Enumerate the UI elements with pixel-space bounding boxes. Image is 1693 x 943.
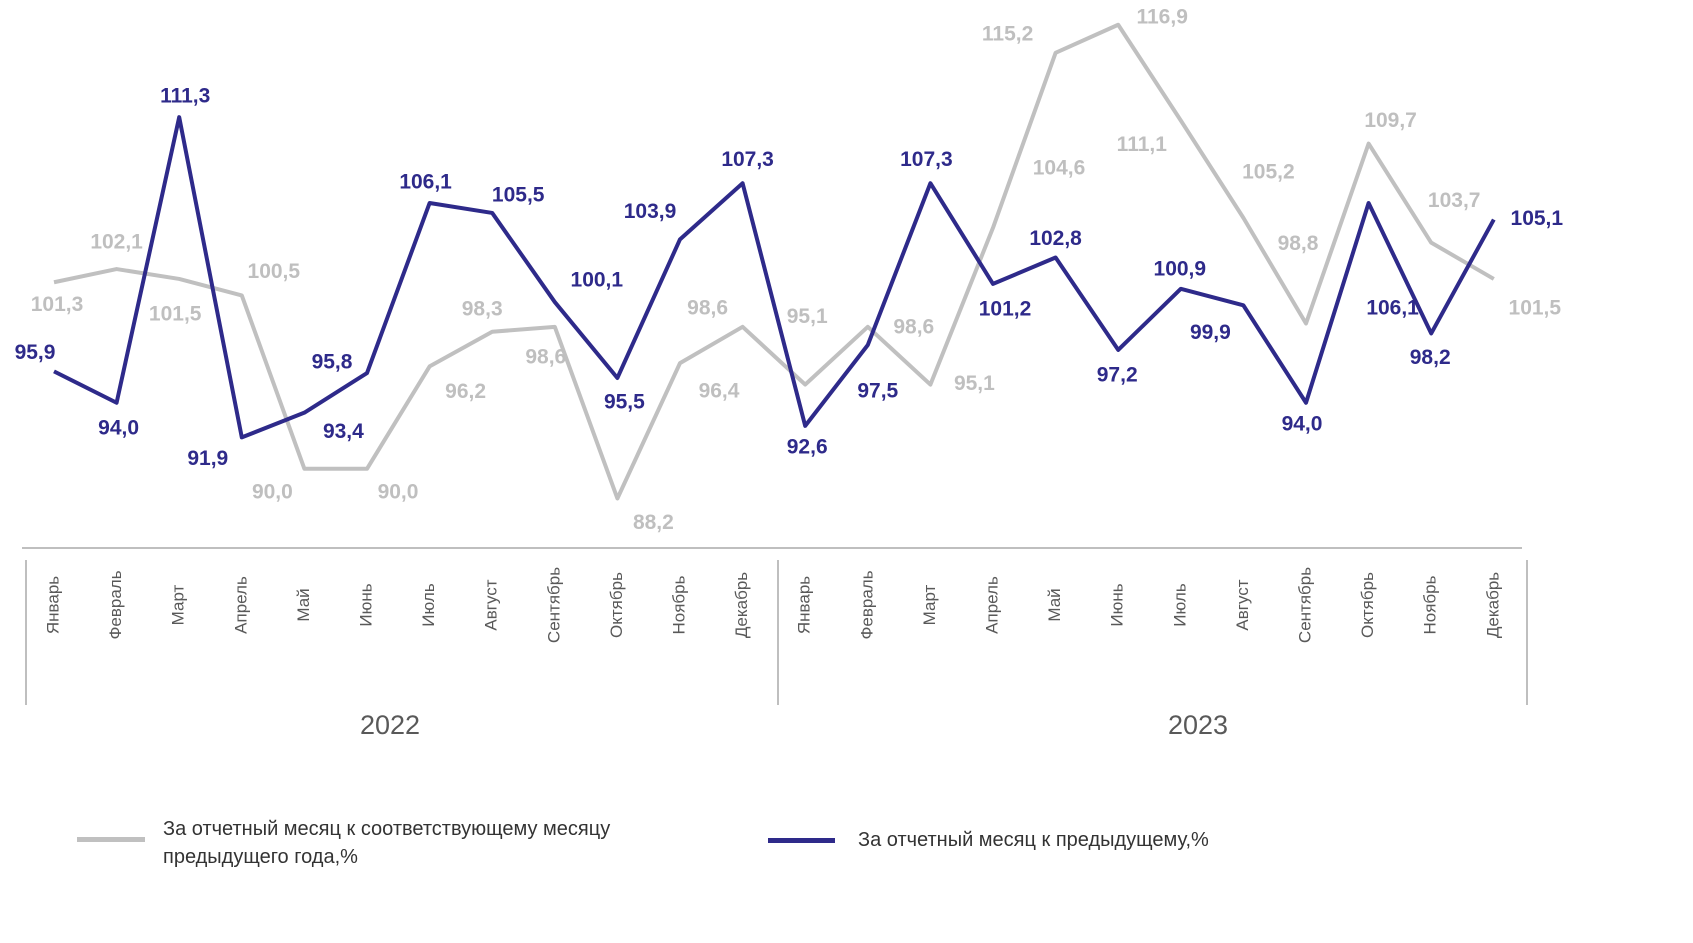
series-line — [53, 22, 1495, 501]
x-tick-label: Октябрь — [1358, 572, 1377, 638]
data-label: 100,5 — [248, 260, 301, 283]
x-tick-label: Август — [482, 579, 501, 630]
data-label: 111,1 — [1117, 133, 1168, 156]
data-label: 99,9 — [1190, 321, 1231, 344]
data-label: 94,0 — [1282, 412, 1323, 435]
data-label: 96,4 — [699, 380, 740, 403]
data-label: 102,1 — [90, 231, 143, 254]
data-label: 115,2 — [982, 22, 1033, 45]
data-label: 90,0 — [252, 480, 293, 503]
data-label: 98,6 — [687, 296, 728, 319]
data-label: 88,2 — [633, 511, 674, 534]
x-tick-label: Апрель — [982, 576, 1001, 634]
x-tick-label: Май — [294, 588, 313, 621]
x-tick-label: Июль — [1170, 583, 1189, 627]
x-tick-label: Декабрь — [732, 572, 751, 638]
x-tick-label: Июль — [419, 583, 438, 627]
data-label: 98,6 — [525, 345, 566, 368]
data-label: 107,3 — [900, 148, 953, 171]
data-label: 102,8 — [1029, 227, 1082, 250]
x-tick-label: Сентябрь — [1295, 567, 1314, 643]
x-tick-label: Январь — [43, 576, 62, 634]
x-tick-label: Апрель — [231, 576, 250, 634]
data-label: 95,1 — [787, 305, 828, 328]
data-label: 90,0 — [378, 480, 419, 503]
x-tick-label: Февраль — [106, 570, 125, 639]
data-label: 92,6 — [787, 435, 828, 458]
data-label: 97,5 — [857, 380, 898, 403]
data-label: 105,1 — [1511, 207, 1564, 230]
x-tick-label: Ноябрь — [1421, 575, 1440, 634]
data-label: 95,9 — [15, 341, 56, 364]
data-label: 106,1 — [399, 171, 452, 194]
data-label: 93,4 — [323, 420, 364, 443]
data-label: 100,1 — [571, 269, 624, 292]
data-label: 100,9 — [1154, 257, 1207, 280]
legend-swatch — [77, 837, 145, 842]
x-tick-label: Июнь — [1108, 583, 1127, 626]
x-tick-label: Июнь — [356, 583, 375, 626]
data-label: 107,3 — [721, 148, 774, 171]
series-line — [53, 115, 1496, 440]
x-tick-label: Март — [920, 584, 939, 625]
data-label: 116,9 — [1136, 5, 1187, 28]
x-tick-label: Февраль — [857, 570, 876, 639]
data-label: 96,2 — [445, 380, 486, 403]
data-label: 104,6 — [1033, 156, 1086, 179]
x-tick-label: Октябрь — [607, 572, 626, 638]
data-label: 98,8 — [1278, 232, 1319, 255]
legend-label: За отчетный месяц к предыдущему,% — [858, 829, 1209, 851]
group-label: 2023 — [1168, 710, 1228, 740]
data-label: 105,5 — [492, 183, 545, 206]
data-label: 101,5 — [149, 302, 202, 325]
x-tick-label: Сентябрь — [544, 567, 563, 643]
x-tick-label: Март — [169, 584, 188, 625]
data-label: 109,7 — [1364, 109, 1417, 132]
data-label: 103,9 — [624, 200, 677, 223]
data-label: 95,8 — [312, 351, 353, 374]
x-tick-label: Август — [1233, 579, 1252, 630]
x-tick-label: Январь — [795, 576, 814, 634]
data-label: 95,5 — [604, 391, 645, 414]
data-label: 98,3 — [462, 297, 503, 320]
legend-swatch — [768, 838, 835, 843]
data-label: 111,3 — [160, 85, 210, 108]
data-label: 101,2 — [979, 297, 1032, 320]
group-label: 2022 — [360, 710, 420, 740]
data-label: 101,5 — [1509, 296, 1562, 319]
data-label: 105,2 — [1242, 160, 1295, 183]
data-label: 91,9 — [187, 447, 228, 470]
data-label: 106,1 — [1366, 297, 1419, 320]
data-label: 95,1 — [954, 372, 995, 395]
x-tick-label: Ноябрь — [669, 575, 688, 634]
data-label: 94,0 — [98, 416, 139, 439]
x-tick-label: Май — [1045, 588, 1064, 621]
x-tick-label: Декабрь — [1483, 572, 1502, 638]
data-label: 98,2 — [1410, 346, 1451, 369]
data-label: 97,2 — [1097, 363, 1138, 386]
data-label: 103,7 — [1428, 189, 1481, 212]
legend-label: За отчетный месяц к соответствующему мес… — [163, 818, 611, 868]
data-label: 101,3 — [31, 293, 84, 316]
data-label: 98,6 — [893, 315, 934, 338]
